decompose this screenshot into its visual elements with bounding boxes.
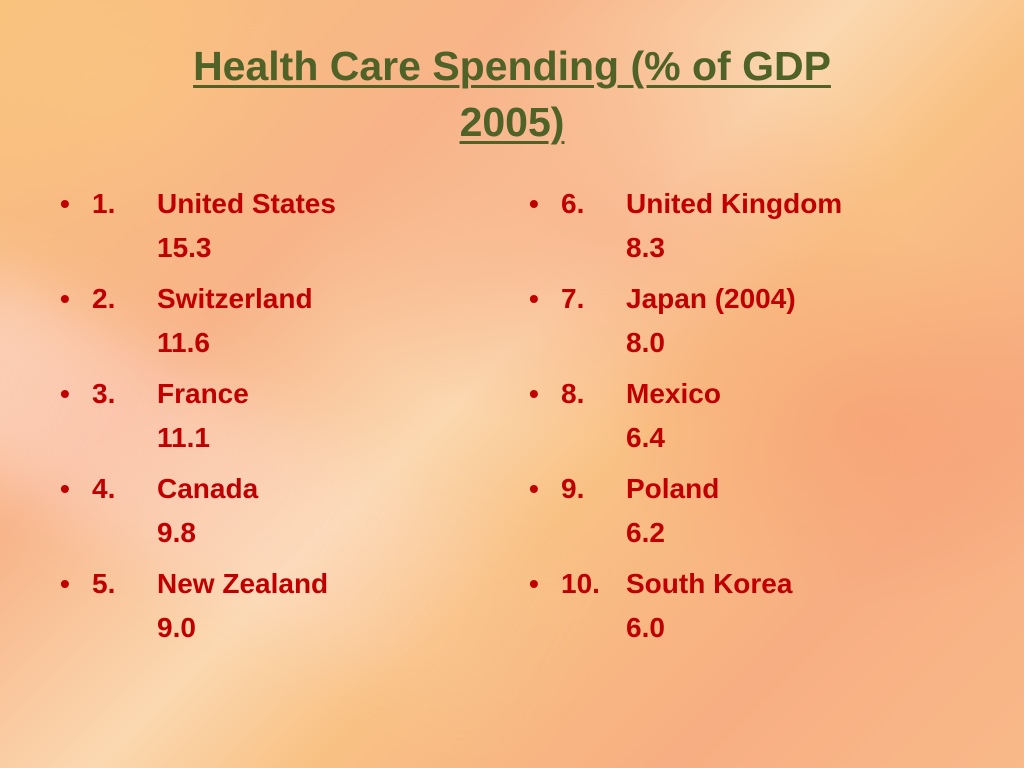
rank: 8.: [561, 378, 585, 409]
rank: 9.: [561, 473, 585, 504]
bullet: •: [529, 188, 539, 219]
title-line: Health Care Spending (% of GDP: [193, 43, 831, 89]
spending-value: 6.4: [626, 422, 665, 453]
bullet: •: [60, 283, 70, 314]
spending-value: 8.0: [626, 327, 665, 358]
country-name: New Zealand: [157, 568, 329, 599]
country-name: South Korea: [626, 568, 793, 599]
bullet: •: [529, 473, 539, 504]
bullet: •: [60, 378, 70, 409]
rank: 10.: [561, 568, 600, 599]
country-name: Poland: [626, 473, 720, 504]
bullet: •: [529, 378, 539, 409]
rank: 2.: [92, 283, 116, 314]
bullet: •: [60, 568, 70, 599]
slide-title: Health Care Spending (% of GDP 2005): [0, 38, 1024, 150]
bullet: •: [60, 473, 70, 504]
country-name: Japan (2004): [626, 283, 796, 314]
country-name: Canada: [157, 473, 259, 504]
bullet: •: [60, 188, 70, 219]
spending-value: 9.0: [157, 612, 196, 643]
bullet: •: [529, 283, 539, 314]
country-name: Switzerland: [157, 283, 313, 314]
country-name: France: [157, 378, 249, 409]
spending-value: 6.2: [626, 517, 665, 548]
rank: 4.: [92, 473, 116, 504]
country-name: United Kingdom: [626, 188, 843, 219]
spending-value: 8.3: [626, 232, 665, 263]
rank: 5.: [92, 568, 116, 599]
country-name: Mexico: [626, 378, 721, 409]
spending-value: 11.1: [157, 422, 210, 453]
spending-value: 9.8: [157, 517, 196, 548]
rank: 6.: [561, 188, 585, 219]
country-name: United States: [157, 188, 336, 219]
spending-value: 6.0: [626, 612, 665, 643]
bullet: •: [529, 568, 539, 599]
spending-value: 15.3: [157, 232, 212, 263]
rank: 3.: [92, 378, 116, 409]
title-line: 2005): [459, 99, 565, 145]
rank: 7.: [561, 283, 585, 314]
rank: 1.: [92, 188, 116, 219]
spending-value: 11.6: [157, 327, 210, 358]
